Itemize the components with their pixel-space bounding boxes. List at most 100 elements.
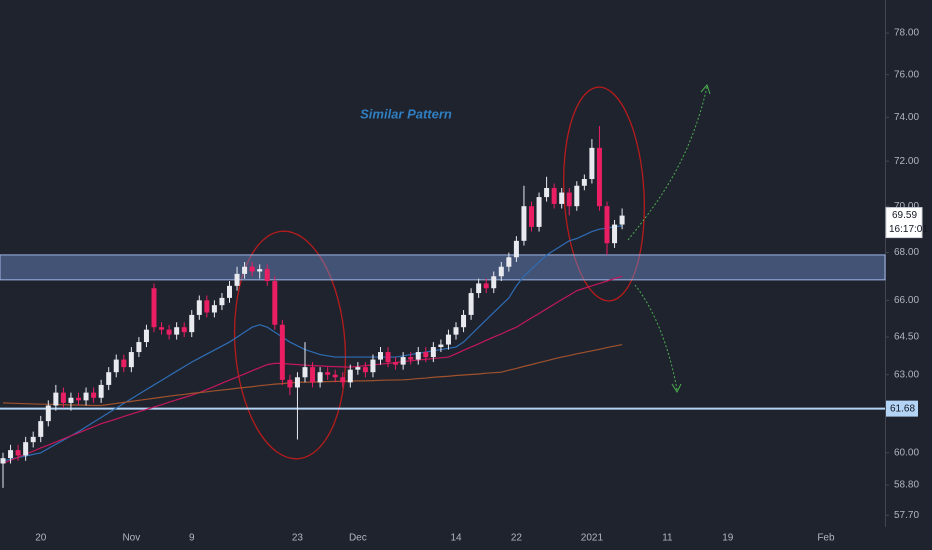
candle-body bbox=[378, 352, 383, 360]
candle-body bbox=[544, 188, 550, 198]
last-price-box bbox=[885, 207, 923, 239]
y-tick-label: 63.00 bbox=[894, 369, 919, 380]
candle-body bbox=[219, 297, 225, 306]
y-tick-label: 70.00 bbox=[894, 201, 919, 212]
x-tick-label: 2021 bbox=[581, 533, 604, 544]
candle-body bbox=[385, 352, 391, 363]
candle-body bbox=[227, 285, 232, 298]
x-tick-label: 14 bbox=[450, 533, 462, 544]
x-tick-label: 23 bbox=[292, 533, 304, 544]
candle-body bbox=[317, 372, 323, 383]
candle-body bbox=[279, 324, 285, 380]
candle-body bbox=[60, 392, 66, 403]
candle-body bbox=[521, 206, 527, 241]
candle-body bbox=[596, 147, 602, 207]
x-tick-label: 19 bbox=[722, 533, 734, 544]
arrow-head bbox=[700, 84, 711, 95]
candle-body bbox=[476, 283, 482, 294]
y-tick-label: 60.00 bbox=[894, 447, 919, 458]
countdown: 16:17:01 bbox=[889, 224, 928, 235]
candle-body bbox=[581, 179, 587, 186]
ellipse-drawing bbox=[233, 230, 347, 460]
candle-body bbox=[204, 300, 210, 313]
candle-body bbox=[529, 206, 534, 227]
candle-body bbox=[113, 359, 119, 373]
candle-body bbox=[242, 266, 248, 274]
candle-body bbox=[559, 192, 565, 204]
x-tick-label: Nov bbox=[122, 533, 140, 544]
candle-body bbox=[362, 367, 368, 373]
candle-body bbox=[76, 397, 81, 401]
last-price-label: 69.59 bbox=[892, 210, 917, 221]
candle-body bbox=[604, 206, 610, 244]
y-tick-label: 64.50 bbox=[894, 332, 919, 343]
candle-body bbox=[468, 293, 474, 315]
candle-body bbox=[0, 458, 6, 464]
candle-body bbox=[310, 367, 316, 383]
candle-body bbox=[574, 185, 580, 207]
candle-body bbox=[106, 372, 112, 385]
candle-body bbox=[566, 192, 572, 207]
candle-body bbox=[430, 347, 436, 358]
candle-body bbox=[23, 442, 29, 456]
candle-body bbox=[400, 357, 406, 365]
y-tick-label: 74.00 bbox=[894, 112, 919, 123]
candle-body bbox=[189, 314, 195, 333]
candle-body bbox=[461, 314, 467, 328]
candle-body bbox=[536, 197, 542, 227]
candle-body bbox=[151, 288, 157, 328]
candle-body bbox=[415, 352, 421, 360]
candle-body bbox=[589, 147, 595, 180]
candle-body bbox=[136, 342, 142, 353]
candle-body bbox=[332, 374, 338, 378]
ma-line bbox=[2, 225, 623, 462]
y-tick-label: 68.00 bbox=[894, 247, 919, 258]
candle-body bbox=[453, 327, 459, 335]
candle-body bbox=[257, 269, 263, 272]
arrow-head bbox=[671, 383, 682, 394]
candle-body bbox=[174, 327, 180, 335]
y-tick-label: 78.00 bbox=[894, 28, 919, 39]
candle-body bbox=[91, 392, 97, 398]
arrow-drawings bbox=[627, 84, 711, 394]
candle-body bbox=[211, 305, 217, 313]
candle-body bbox=[393, 362, 399, 365]
candle-body bbox=[355, 367, 361, 370]
candle-body bbox=[83, 392, 89, 401]
candle-body bbox=[159, 327, 165, 330]
y-tick-label: 66.00 bbox=[894, 295, 919, 306]
arrow-up bbox=[627, 86, 708, 241]
y-tick-label: 58.80 bbox=[894, 480, 919, 491]
candle-body bbox=[445, 334, 451, 345]
candle-body bbox=[370, 359, 376, 373]
candle-body bbox=[68, 397, 74, 403]
candle-body bbox=[128, 352, 134, 368]
candle-body bbox=[264, 269, 270, 282]
candle-body bbox=[294, 377, 300, 388]
candle-body bbox=[340, 377, 346, 383]
x-tick-label: Feb bbox=[817, 533, 835, 544]
candle-body bbox=[619, 215, 625, 225]
candle-body bbox=[483, 283, 489, 289]
candle-body bbox=[15, 450, 21, 456]
x-tick-label: 9 bbox=[189, 533, 195, 544]
zone bbox=[0, 254, 886, 281]
candle-body bbox=[438, 344, 444, 348]
candle-body bbox=[408, 357, 414, 360]
candle-body bbox=[272, 281, 278, 325]
arrow-down bbox=[634, 284, 678, 391]
candle-body bbox=[143, 329, 149, 343]
x-tick-label: 20 bbox=[35, 533, 47, 544]
candle-body bbox=[234, 273, 240, 286]
y-tick-label: 76.00 bbox=[894, 69, 919, 80]
candle-body bbox=[423, 352, 429, 358]
candle-body bbox=[196, 300, 202, 315]
x-tick-label: 22 bbox=[511, 533, 523, 544]
x-tick-label: Dec bbox=[349, 533, 367, 544]
candle-body bbox=[287, 379, 293, 388]
candle-body bbox=[38, 421, 44, 437]
candle-body bbox=[498, 266, 504, 277]
candle-body bbox=[506, 257, 512, 267]
candle-body bbox=[181, 327, 187, 333]
